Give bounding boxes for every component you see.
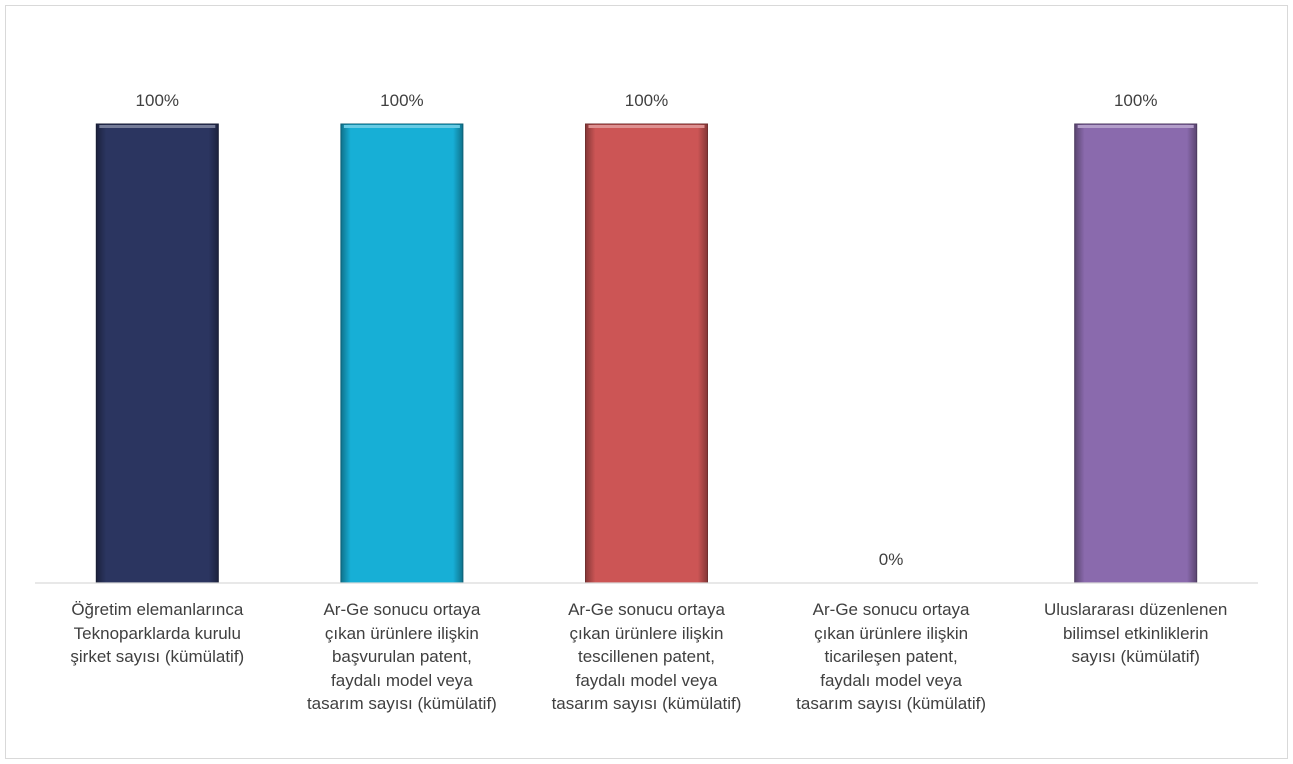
- data-label-2: 100%: [380, 91, 423, 110]
- category-label-1: Öğretim elemanlarınca Teknoparklarda kuru…: [27, 598, 287, 669]
- category-label-2: Ar-Ge sonucu ortaya çıkan ürünlere ilişki…: [272, 598, 532, 716]
- category-label-line: faydalı model veya: [575, 670, 718, 690]
- data-label-3: 100%: [625, 91, 668, 110]
- category-label-line: tasarım sayısı (kümülatif): [306, 694, 497, 713]
- data-labels-layer: 100% 100% 100% 0% 100%: [136, 91, 1158, 569]
- category-label-line: faydalı model veya: [331, 670, 473, 690]
- bar-top-highlight-5: [1077, 125, 1194, 128]
- category-label-5: Uluslararası düzenlenen bilimsel etkinlik…: [1006, 598, 1266, 669]
- category-label-line: çıkan ürünlere ilişkin: [324, 623, 479, 643]
- category-label-line: sayısı (kümülatif): [1071, 647, 1200, 666]
- bar-2: [340, 123, 464, 584]
- bar-3: [585, 123, 708, 584]
- category-label-line: tasarım sayısı (kümülatif): [796, 694, 987, 713]
- category-label-line: Teknoparklarda kurulu: [73, 623, 241, 643]
- data-label-4: 0%: [879, 550, 904, 569]
- category-label-line: ticarileşen patent,: [824, 647, 958, 666]
- category-label-line: Uluslararası düzenlenen: [1044, 600, 1228, 619]
- category-label-line: Ar-Ge sonucu ortaya: [812, 600, 970, 619]
- category-label-line: tasarım sayısı (kümülatif): [551, 694, 742, 713]
- category-label-3: Ar-Ge sonucu ortaya çıkan ürünlere ilişki…: [517, 598, 777, 716]
- bar-1: [95, 123, 219, 584]
- bar-top-highlight-1: [99, 125, 216, 128]
- category-label-line: Öğretim elemanlarınca: [71, 600, 244, 619]
- bar-top-highlight-3: [588, 125, 705, 128]
- category-label-line: şirket sayısı (kümülatif): [70, 647, 245, 666]
- data-label-1: 100%: [136, 91, 179, 110]
- category-label-4: Ar-Ge sonucu ortaya çıkan ürünlere ilişki…: [761, 598, 1021, 716]
- category-label-line: Ar-Ge sonucu ortaya: [323, 600, 481, 619]
- category-label-line: tescillenen patent,: [577, 647, 716, 666]
- bar-5: [1074, 123, 1198, 584]
- bars-layer: [95, 123, 1198, 584]
- category-label-line: faydalı model veya: [820, 670, 962, 690]
- category-label-line: Ar-Ge sonucu ortaya: [568, 600, 725, 619]
- category-label-line: çıkan ürünlere ilişkin: [814, 623, 969, 643]
- category-label-line: çıkan ürünlere ilişkin: [569, 623, 724, 643]
- data-label-5: 100%: [1114, 91, 1157, 110]
- bar-top-highlight-2: [343, 125, 460, 128]
- category-label-line: bilimsel etkinliklerin: [1062, 623, 1209, 643]
- category-label-line: başvurulan patent,: [331, 647, 472, 666]
